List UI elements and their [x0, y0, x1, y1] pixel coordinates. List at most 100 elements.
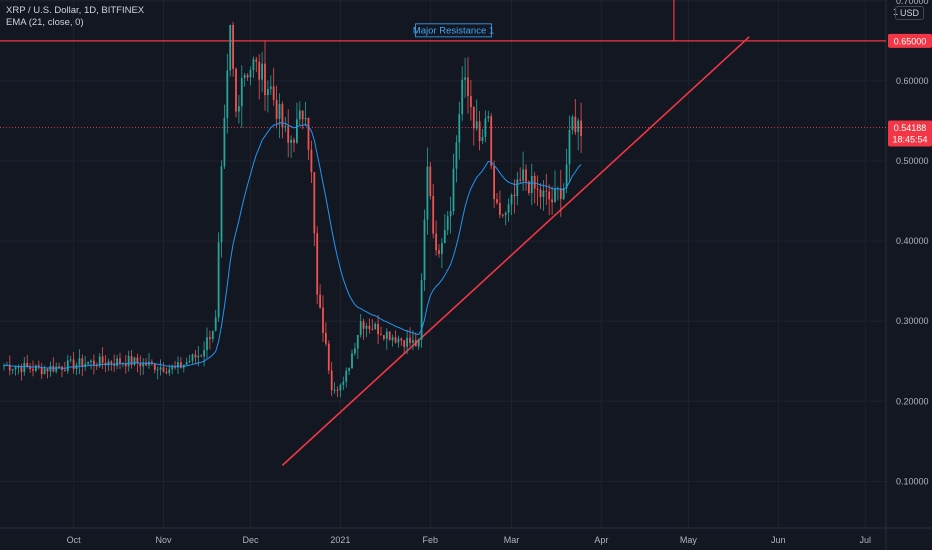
candle-body — [185, 362, 188, 365]
candle-body — [435, 233, 437, 251]
bar-countdown-label: 18:45:54 — [892, 134, 927, 144]
candle-body — [455, 142, 458, 169]
chart-overlays: Major Resistance 1Target — [0, 0, 886, 466]
ema-indicator-label[interactable]: EMA (21, close, 0) — [6, 17, 84, 28]
symbol-title[interactable]: XRP / U.S. Dollar, 1D, BITFINEX — [6, 5, 145, 16]
candle-body — [32, 369, 34, 371]
time-tick-label: 2021 — [330, 535, 350, 545]
candle-body — [403, 340, 406, 347]
candle-body — [464, 77, 466, 80]
candle-body — [275, 99, 278, 119]
candle-body — [438, 250, 440, 254]
candle-body — [209, 337, 211, 340]
time-tick-label: Jun — [771, 535, 786, 545]
candle-body — [383, 335, 385, 339]
candle-body — [406, 337, 408, 347]
major-resistance-annotation: Major Resistance 1 — [413, 23, 494, 38]
price-tick-label: 0.60000 — [896, 76, 929, 86]
currency-selector[interactable]: USD — [894, 6, 924, 20]
candle-body — [14, 367, 17, 370]
candle-body — [368, 325, 371, 330]
candle-body — [522, 169, 524, 181]
candle-body — [23, 362, 26, 373]
candle-body — [510, 194, 513, 205]
candle-body — [562, 187, 565, 200]
time-axis[interactable]: Oct Nov Dec 2021 Feb Mar Apr May Jun Jul — [67, 535, 871, 545]
candle-body — [417, 339, 420, 347]
time-tick-label: Jul — [860, 535, 872, 545]
candle-body — [481, 136, 484, 141]
candle-body — [449, 211, 452, 217]
candle-body — [3, 365, 5, 367]
candle-body — [432, 196, 435, 234]
candle-body — [565, 164, 568, 188]
candle-body — [81, 358, 84, 367]
candle-body — [87, 362, 89, 364]
candle-body — [284, 126, 287, 128]
candle-body — [214, 317, 217, 331]
candle-body — [113, 363, 116, 366]
candle-body — [394, 337, 397, 343]
candle-body — [528, 181, 530, 194]
candle-body — [322, 307, 324, 333]
candle-body — [127, 356, 130, 367]
candle-body — [574, 116, 577, 133]
annotation-label: Major Resistance 1 — [413, 25, 494, 36]
candle-body — [467, 77, 469, 97]
candle-body — [400, 338, 403, 341]
candle-body — [69, 359, 72, 361]
candle-body — [539, 189, 542, 198]
candle-body — [58, 366, 60, 368]
price-axis[interactable]: 0.10000 0.20000 0.30000 0.40000 0.50000 0.600… — [896, 0, 929, 486]
candle-body — [499, 202, 501, 215]
candle-body — [420, 280, 423, 340]
candle-body — [26, 362, 29, 367]
candle-body — [478, 121, 481, 141]
candle-body — [359, 321, 362, 335]
candle-body — [493, 165, 495, 200]
candle-body — [487, 116, 490, 119]
candle-body — [310, 149, 313, 173]
candle-body — [145, 362, 147, 366]
candle-body — [130, 356, 133, 365]
candle-body — [232, 24, 234, 69]
candle-body — [391, 337, 394, 341]
candle-body — [252, 59, 255, 71]
candle-body — [142, 362, 145, 367]
candle-body — [496, 199, 498, 203]
candle-body — [206, 337, 208, 351]
candle-body — [429, 166, 432, 197]
candle-body — [345, 370, 348, 382]
candle-body — [504, 212, 507, 216]
candle-body — [281, 103, 284, 128]
candle-body — [162, 367, 165, 373]
candle-body — [365, 325, 368, 329]
candle-body — [107, 361, 110, 366]
price-tick-label: 0.10000 — [896, 476, 929, 486]
candle-body — [409, 337, 411, 343]
candle-body — [29, 366, 31, 370]
candle-body — [249, 70, 252, 78]
candle-body — [452, 168, 455, 212]
candle-body — [203, 350, 205, 357]
candle-body — [542, 190, 545, 198]
candle-body — [580, 120, 582, 136]
candle-body — [261, 63, 263, 80]
candle-body — [180, 362, 182, 368]
price-tick-label: 0.40000 — [896, 236, 929, 246]
candle-body — [516, 179, 519, 197]
price-tick-label: 0.70000 — [896, 0, 929, 6]
candle-body — [93, 360, 95, 366]
candle-body — [385, 331, 388, 339]
candle-body — [371, 329, 374, 331]
candle-body — [336, 389, 339, 391]
candle-body — [351, 353, 353, 369]
candle-body — [110, 361, 113, 364]
candle-body — [501, 214, 504, 216]
price-tick-label: 0.30000 — [896, 316, 929, 326]
candle-body — [101, 356, 104, 363]
candle-body — [40, 367, 43, 375]
